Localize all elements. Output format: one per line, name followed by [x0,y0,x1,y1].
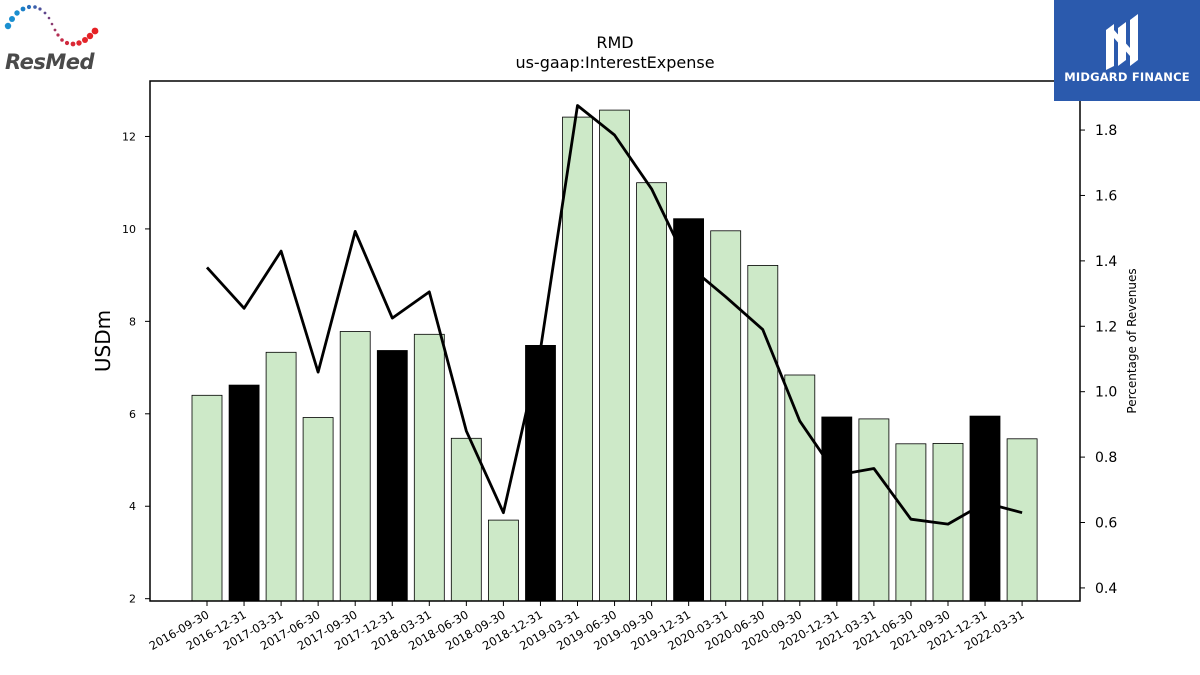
y2-tick-label: 0.4 [1095,581,1117,597]
bar [710,230,742,602]
bar [450,437,482,602]
bar [636,182,667,602]
bar [895,443,927,602]
bar [599,109,630,602]
y-tick-label: 2 [129,593,136,606]
bar [784,374,816,602]
series-line [205,104,1023,526]
resmed-logo: ResMed [0,0,110,80]
bar [858,418,890,602]
bar [339,331,371,602]
bar [413,333,445,602]
bar [228,384,260,602]
y-tick-label: 8 [129,315,136,328]
y2-axis: 0.4 0.6 0.8 1.0 1.2 1.4 1.6 1.8 [1080,123,1117,597]
bar [376,350,408,602]
bar [1006,438,1038,602]
y2-tick-label: 1.6 [1095,188,1117,204]
y-tick-label: 6 [129,408,136,421]
bar [821,416,853,602]
y2-tick-label: 0.8 [1095,450,1117,466]
y2-tick-label: 0.6 [1095,516,1117,532]
chart-subtitle: us-gaap:InterestExpense [515,53,714,72]
chart-title: RMD [596,33,633,52]
y-tick-label: 12 [122,130,136,143]
y2-tick-label: 1.4 [1095,254,1117,270]
bar [525,344,556,602]
bar [265,351,297,602]
bar [747,264,779,602]
resmed-logo-dots-icon [4,4,99,47]
line-series [205,104,1023,526]
y-tick-label: 4 [129,500,136,513]
y-axis-label: USDm [91,310,115,372]
bar [487,519,519,602]
bar [562,116,593,602]
x-axis: 2016-09-302016-12-312017-03-312017-06-30… [147,601,1027,653]
y2-tick-label: 1.0 [1095,385,1117,401]
y2-axis-label: Percentage of Revenues [1125,268,1139,413]
bar-series [191,109,1038,602]
midgard-logo-mark-icon [1106,14,1138,70]
midgard-logo-text: MIDGARD FINANCE [1064,70,1190,84]
bar [673,218,704,602]
y-tick-label: 10 [122,223,136,236]
midgard-finance-logo: MIDGARD FINANCE [1054,0,1200,101]
y2-tick-label: 1.8 [1095,123,1117,139]
resmed-logo-text: ResMed [5,50,95,74]
y-axis: 2 4 6 8 10 12 [122,130,150,606]
bar [302,417,334,602]
bar [191,394,223,602]
y2-tick-label: 1.2 [1095,319,1117,335]
